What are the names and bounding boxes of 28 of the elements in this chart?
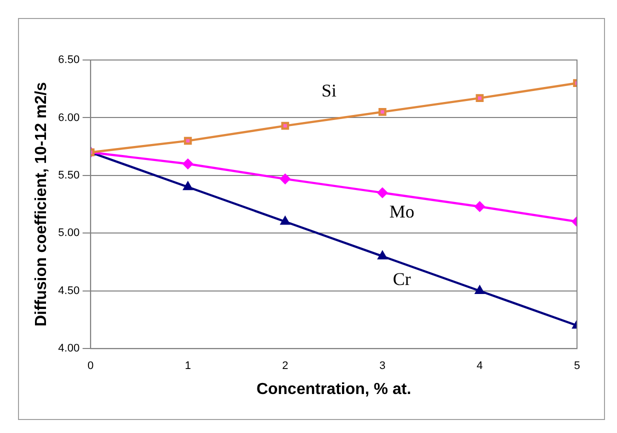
y-tick-label: 6.50 xyxy=(58,54,80,66)
point xyxy=(182,158,193,169)
x-tick-label: 4 xyxy=(476,360,483,372)
x-tick-label: 0 xyxy=(88,360,94,372)
y-tick-label: 4.50 xyxy=(58,284,80,297)
series-label: Mo xyxy=(389,201,414,222)
point xyxy=(183,182,192,190)
point xyxy=(475,286,484,294)
x-tick-label: 1 xyxy=(184,360,191,372)
point xyxy=(281,122,290,130)
point xyxy=(184,136,192,145)
point xyxy=(377,188,388,198)
y-tick-label: 6.00 xyxy=(58,112,80,124)
point xyxy=(476,94,484,102)
point xyxy=(474,202,485,212)
y-tick-label: 5.50 xyxy=(58,169,80,182)
y-tick-label: 4.00 xyxy=(58,342,80,355)
point xyxy=(378,251,388,260)
y-axis-title: Diffusion coefficient, 10-12 m2/s xyxy=(33,82,50,327)
series-label: Cr xyxy=(392,268,411,289)
x-tick-label: 2 xyxy=(282,360,288,372)
series-label: Si xyxy=(321,80,336,100)
y-tick-label: 5.00 xyxy=(58,227,80,240)
x-axis-title: Concentration, % at. xyxy=(256,380,412,398)
point xyxy=(378,108,386,116)
point xyxy=(280,174,290,184)
x-tick-label: 5 xyxy=(574,360,580,372)
x-tick-label: 3 xyxy=(379,360,386,372)
